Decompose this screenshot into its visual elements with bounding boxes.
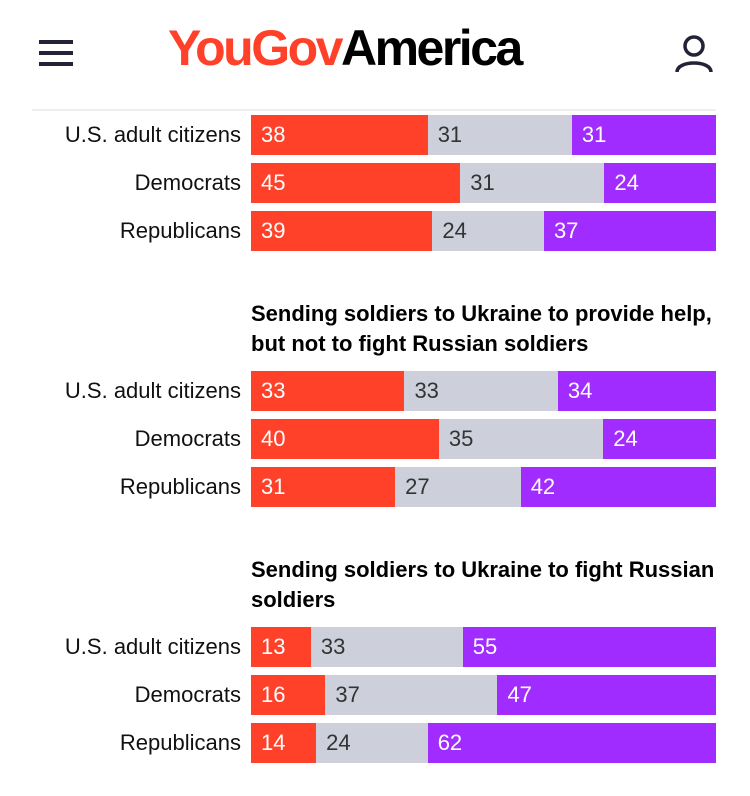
category-label: U.S. adult citizens xyxy=(64,122,241,147)
bar-segment: 31 xyxy=(571,115,716,155)
bar-segment: 35 xyxy=(438,419,604,459)
category-label: Democrats xyxy=(134,682,241,707)
menu-icon[interactable] xyxy=(39,40,73,66)
logo-yougov: YouGov xyxy=(168,20,343,76)
stacked-bar: 40 35 24 xyxy=(251,419,716,459)
stacked-bar: 38 31 31 xyxy=(251,115,716,155)
bar-segment: 34 xyxy=(557,371,716,411)
bar-segment: 27 xyxy=(395,467,521,507)
bar-segment: 37 xyxy=(325,675,498,715)
stacked-bar: 13 33 55 xyxy=(251,627,716,667)
section-title: Sending soldiers to Ukraine to provide h… xyxy=(251,301,712,356)
bar-segment: 24 xyxy=(432,211,544,251)
header: YouGovAmerica xyxy=(0,0,750,100)
bar-segment: 24 xyxy=(316,723,428,763)
bar-segment: 16 xyxy=(251,675,326,715)
bar-segment: 31 xyxy=(460,163,605,203)
bar-segment: 33 xyxy=(404,371,558,411)
bar-segment: 42 xyxy=(520,467,716,507)
chart-row: U.S. adult citizens 13 33 55 xyxy=(0,627,750,667)
section-title: Sending soldiers to Ukraine to fight Rus… xyxy=(251,557,715,612)
chart-row: Republicans 14 24 62 xyxy=(0,723,750,763)
chart-row: Democrats 16 37 47 xyxy=(0,675,750,715)
stacked-bar: 14 24 62 xyxy=(251,723,716,763)
category-label: Republicans xyxy=(119,218,241,243)
bar-segment: 47 xyxy=(497,675,716,715)
bar-segment: 33 xyxy=(251,371,405,411)
category-label: Republicans xyxy=(119,730,241,755)
bar-segment: 33 xyxy=(310,627,463,667)
bar-segment: 38 xyxy=(251,115,428,155)
bar-segment: 55 xyxy=(462,627,716,667)
chart-row: U.S. adult citizens 38 31 31 xyxy=(0,115,750,155)
bar-segment: 31 xyxy=(427,115,572,155)
chart-row: U.S. adult citizens 33 33 34 xyxy=(0,371,750,411)
bar-segment: 37 xyxy=(543,211,716,251)
category-label: U.S. adult citizens xyxy=(64,634,241,659)
bar-segment: 24 xyxy=(603,419,716,459)
bar-segment: 39 xyxy=(251,211,433,251)
stacked-bar: 39 24 37 xyxy=(251,211,716,251)
bar-segment: 62 xyxy=(427,723,716,763)
category-label: Democrats xyxy=(134,426,241,451)
bar-segment: 14 xyxy=(251,723,317,763)
bar-segment: 40 xyxy=(251,419,439,459)
stacked-bar: 45 31 24 xyxy=(251,163,716,203)
bar-segment: 24 xyxy=(604,163,716,203)
category-label: Democrats xyxy=(134,170,241,195)
stacked-bar: 16 37 47 xyxy=(251,675,716,715)
bar-segment: 45 xyxy=(251,163,461,203)
divider xyxy=(32,109,716,111)
user-icon[interactable] xyxy=(674,34,714,74)
bar-segment: 31 xyxy=(251,467,396,507)
category-label: Republicans xyxy=(119,474,241,499)
bar-segment: 13 xyxy=(251,627,311,667)
chart-row: Republicans 31 27 42 xyxy=(0,467,750,507)
stacked-bar: 33 33 34 xyxy=(251,371,716,411)
logo[interactable]: YouGovAmerica xyxy=(168,20,523,76)
chart-row: Republicans 39 24 37 xyxy=(0,211,750,251)
stacked-bar: 31 27 42 xyxy=(251,467,716,507)
chart-row: Democrats 40 35 24 xyxy=(0,419,750,459)
category-label: U.S. adult citizens xyxy=(64,378,241,403)
logo-america: America xyxy=(340,20,523,76)
chart-row: Democrats 45 31 24 xyxy=(0,163,750,203)
